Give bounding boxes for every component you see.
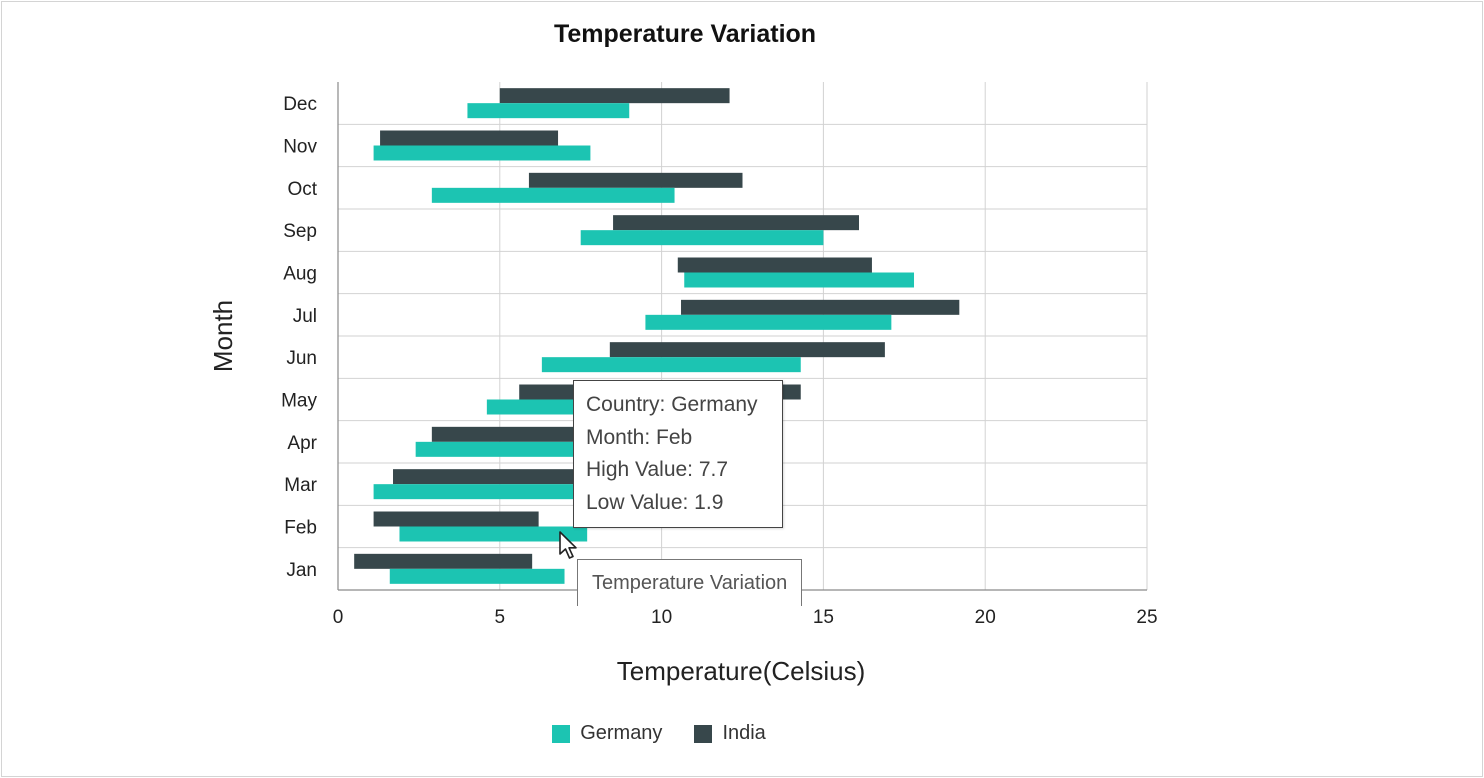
tooltip-month: Month: Feb: [586, 425, 693, 449]
bar-germany-jun[interactable]: [541, 357, 801, 373]
x-tick-label: 5: [495, 607, 506, 628]
x-tick-label: 10: [651, 607, 672, 628]
bar-germany-oct[interactable]: [431, 187, 675, 203]
bar-germany-apr[interactable]: [415, 441, 584, 457]
chart-title: Temperature Variation: [553, 20, 817, 48]
y-tick-label: Apr: [287, 433, 317, 454]
y-tick-label: Sep: [283, 221, 317, 242]
x-tick-label: 25: [1136, 607, 1157, 628]
bar-india-nov[interactable]: [380, 130, 559, 146]
legend-item-germany[interactable]: Germany: [552, 722, 662, 745]
bar-india-dec[interactable]: [499, 88, 730, 104]
y-tick-label: Feb: [284, 518, 317, 539]
legend-label-germany: Germany: [580, 722, 663, 744]
y-tick-label: Aug: [283, 264, 317, 285]
bar-germany-dec[interactable]: [467, 103, 630, 119]
title-tooltip: Temperature Variation: [577, 559, 803, 606]
bar-india-oct[interactable]: [528, 172, 743, 188]
axis-labels: 0 5 10 15 20 25 Jan Feb Mar Apr May Jun Jul Aug Sep Oct…: [281, 94, 1157, 628]
bar-germany-jul[interactable]: [645, 314, 892, 330]
x-tick-label: 15: [813, 607, 834, 628]
bar-germany-may[interactable]: [486, 399, 584, 415]
legend-item-india[interactable]: India: [694, 722, 766, 745]
bar-germany-jan[interactable]: [389, 568, 565, 584]
y-tick-label: May: [281, 391, 317, 412]
bar-india-jul[interactable]: [681, 299, 960, 315]
x-axis-title: Temperature(Celsius): [617, 656, 866, 686]
y-axis-title: Month: [208, 300, 238, 372]
y-tick-label: Dec: [283, 94, 317, 115]
y-tick-label: Jan: [286, 560, 317, 581]
y-tick-label: Mar: [284, 475, 317, 496]
bar-germany-mar[interactable]: [373, 484, 584, 500]
x-tick-label: 0: [333, 607, 344, 628]
legend-swatch-germany: [552, 724, 571, 743]
bar-india-jun[interactable]: [609, 342, 885, 358]
bar-germany-sep[interactable]: [580, 230, 824, 246]
tooltip-country: Country: Germany: [586, 393, 758, 416]
y-tick-label: Nov: [283, 137, 317, 158]
legend-label-india: India: [722, 722, 766, 744]
x-tick-label: 20: [975, 607, 996, 628]
bar-germany-nov[interactable]: [373, 145, 591, 161]
tooltip-low-value: Low Value: 1.9: [586, 490, 724, 514]
bar-india-sep[interactable]: [613, 215, 859, 231]
bar-india-aug[interactable]: [677, 257, 872, 273]
mouse-pointer-icon: [559, 531, 577, 559]
bar-india-apr[interactable]: [431, 426, 584, 442]
bar-india-feb[interactable]: [373, 511, 539, 527]
bar-germany-aug[interactable]: [684, 272, 915, 288]
y-tick-label: Jul: [293, 306, 317, 327]
bar-india-mar[interactable]: [393, 469, 584, 485]
chart-legend: Germany India: [0, 722, 1318, 745]
legend-swatch-india: [694, 724, 713, 743]
bar-germany-feb[interactable]: [399, 526, 588, 542]
y-tick-label: Jun: [286, 348, 317, 369]
y-tick-label: Oct: [287, 179, 317, 200]
data-tooltip: Country: Germany Month: Feb High Value: …: [573, 380, 783, 528]
tooltip-high-value: High Value: 7.7: [586, 458, 729, 481]
bar-india-jan[interactable]: [354, 553, 533, 569]
